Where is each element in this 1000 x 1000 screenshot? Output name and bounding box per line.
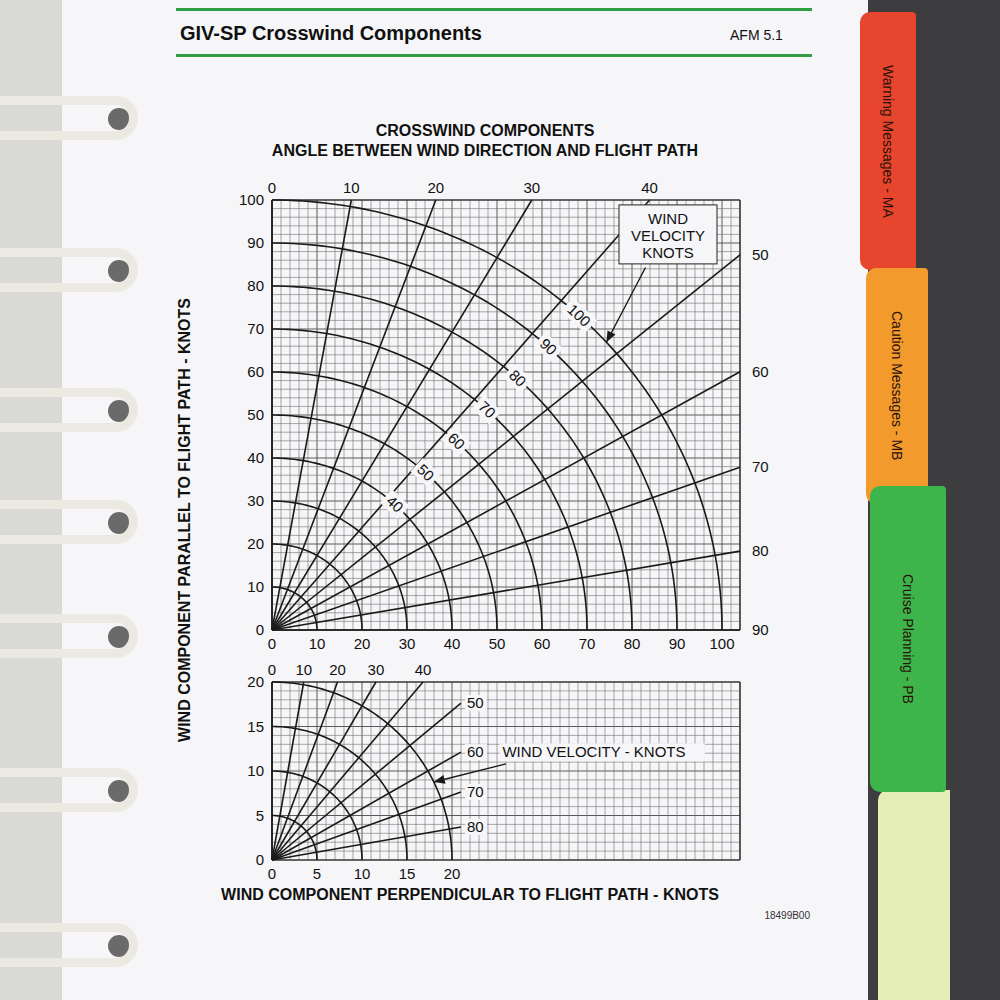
svg-text:10: 10 <box>354 865 371 882</box>
svg-text:0: 0 <box>268 635 276 652</box>
html-text:Caution Messages - MB: Caution Messages - MB <box>889 311 905 461</box>
svg-text:80: 80 <box>467 818 484 835</box>
svg-text:10: 10 <box>295 661 312 678</box>
svg-text:0: 0 <box>268 661 276 678</box>
svg-text:60: 60 <box>467 743 484 760</box>
svg-text:50: 50 <box>467 694 484 711</box>
svg-text:90: 90 <box>247 234 264 251</box>
html-text:CROSSWIND COMPONENTS: CROSSWIND COMPONENTS <box>375 122 595 139</box>
svg-text:80: 80 <box>624 635 641 652</box>
svg-text:90: 90 <box>537 335 561 359</box>
svg-text:90: 90 <box>669 635 686 652</box>
svg-text:50: 50 <box>752 246 769 263</box>
svg-text:60: 60 <box>752 363 769 380</box>
svg-text:80: 80 <box>752 542 769 559</box>
svg-text:80: 80 <box>247 277 264 294</box>
svg-text:20: 20 <box>329 661 346 678</box>
html-text:18499B00: 18499B00 <box>764 910 810 921</box>
svg-text:40: 40 <box>415 661 432 678</box>
svg-text:70: 70 <box>467 783 484 800</box>
svg-text:20: 20 <box>247 535 264 552</box>
svg-text:30: 30 <box>523 179 540 196</box>
svg-text:10: 10 <box>343 179 360 196</box>
svg-text:30: 30 <box>247 492 264 509</box>
svg-text:WIND VELOCITY - KNOTS: WIND VELOCITY - KNOTS <box>502 743 685 760</box>
svg-text:40: 40 <box>641 179 658 196</box>
svg-text:20: 20 <box>444 865 461 882</box>
svg-text:70: 70 <box>752 458 769 475</box>
html-text:GIV-SP Crosswind Components: GIV-SP Crosswind Components <box>180 22 482 44</box>
html-text:Cruise Planning - PB: Cruise Planning - PB <box>900 574 916 704</box>
svg-text:20: 20 <box>354 635 371 652</box>
svg-text:5: 5 <box>313 865 321 882</box>
svg-text:50: 50 <box>489 635 506 652</box>
svg-text:0: 0 <box>268 179 276 196</box>
svg-text:20: 20 <box>247 673 264 690</box>
svg-text:80: 80 <box>506 366 530 390</box>
svg-text:30: 30 <box>368 661 385 678</box>
svg-text:0: 0 <box>268 865 276 882</box>
svg-text:5: 5 <box>256 807 264 824</box>
svg-text:40: 40 <box>247 449 264 466</box>
svg-text:30: 30 <box>399 635 416 652</box>
svg-text:100: 100 <box>564 300 594 330</box>
svg-text:15: 15 <box>247 718 264 735</box>
svg-text:70: 70 <box>475 398 499 422</box>
svg-text:70: 70 <box>579 635 596 652</box>
html-text:Warning Messages - MA: Warning Messages - MA <box>880 64 896 218</box>
svg-text:KNOTS: KNOTS <box>642 244 694 261</box>
svg-text:40: 40 <box>444 635 461 652</box>
html-text:AFM 5.1: AFM 5.1 <box>730 27 783 43</box>
svg-text:VELOCITY: VELOCITY <box>631 227 705 244</box>
svg-text:10: 10 <box>309 635 326 652</box>
html-text:ANGLE BETWEEN WIND DIRECTION A: ANGLE BETWEEN WIND DIRECTION AND FLIGHT … <box>271 142 699 159</box>
svg-text:15: 15 <box>399 865 416 882</box>
svg-text:20: 20 <box>427 179 444 196</box>
svg-text:0: 0 <box>256 851 264 868</box>
svg-text:50: 50 <box>414 460 438 484</box>
svg-text:10: 10 <box>247 762 264 779</box>
svg-text:0: 0 <box>256 621 264 638</box>
svg-text:100: 100 <box>239 191 264 208</box>
svg-text:10: 10 <box>247 578 264 595</box>
svg-text:WIND: WIND <box>648 210 688 227</box>
svg-text:100: 100 <box>709 635 734 652</box>
svg-text:40: 40 <box>383 492 407 516</box>
svg-text:60: 60 <box>534 635 551 652</box>
html-text:WIND COMPONENT PARALLEL TO FLI: WIND COMPONENT PARALLEL TO FLIGHT PATH -… <box>176 298 193 742</box>
svg-text:70: 70 <box>247 320 264 337</box>
svg-text:60: 60 <box>247 363 264 380</box>
svg-text:90: 90 <box>752 621 769 638</box>
html-text:WIND COMPONENT PERPENDICULAR T: WIND COMPONENT PERPENDICULAR TO FLIGHT P… <box>221 886 719 903</box>
svg-text:60: 60 <box>445 429 469 453</box>
svg-text:50: 50 <box>247 406 264 423</box>
